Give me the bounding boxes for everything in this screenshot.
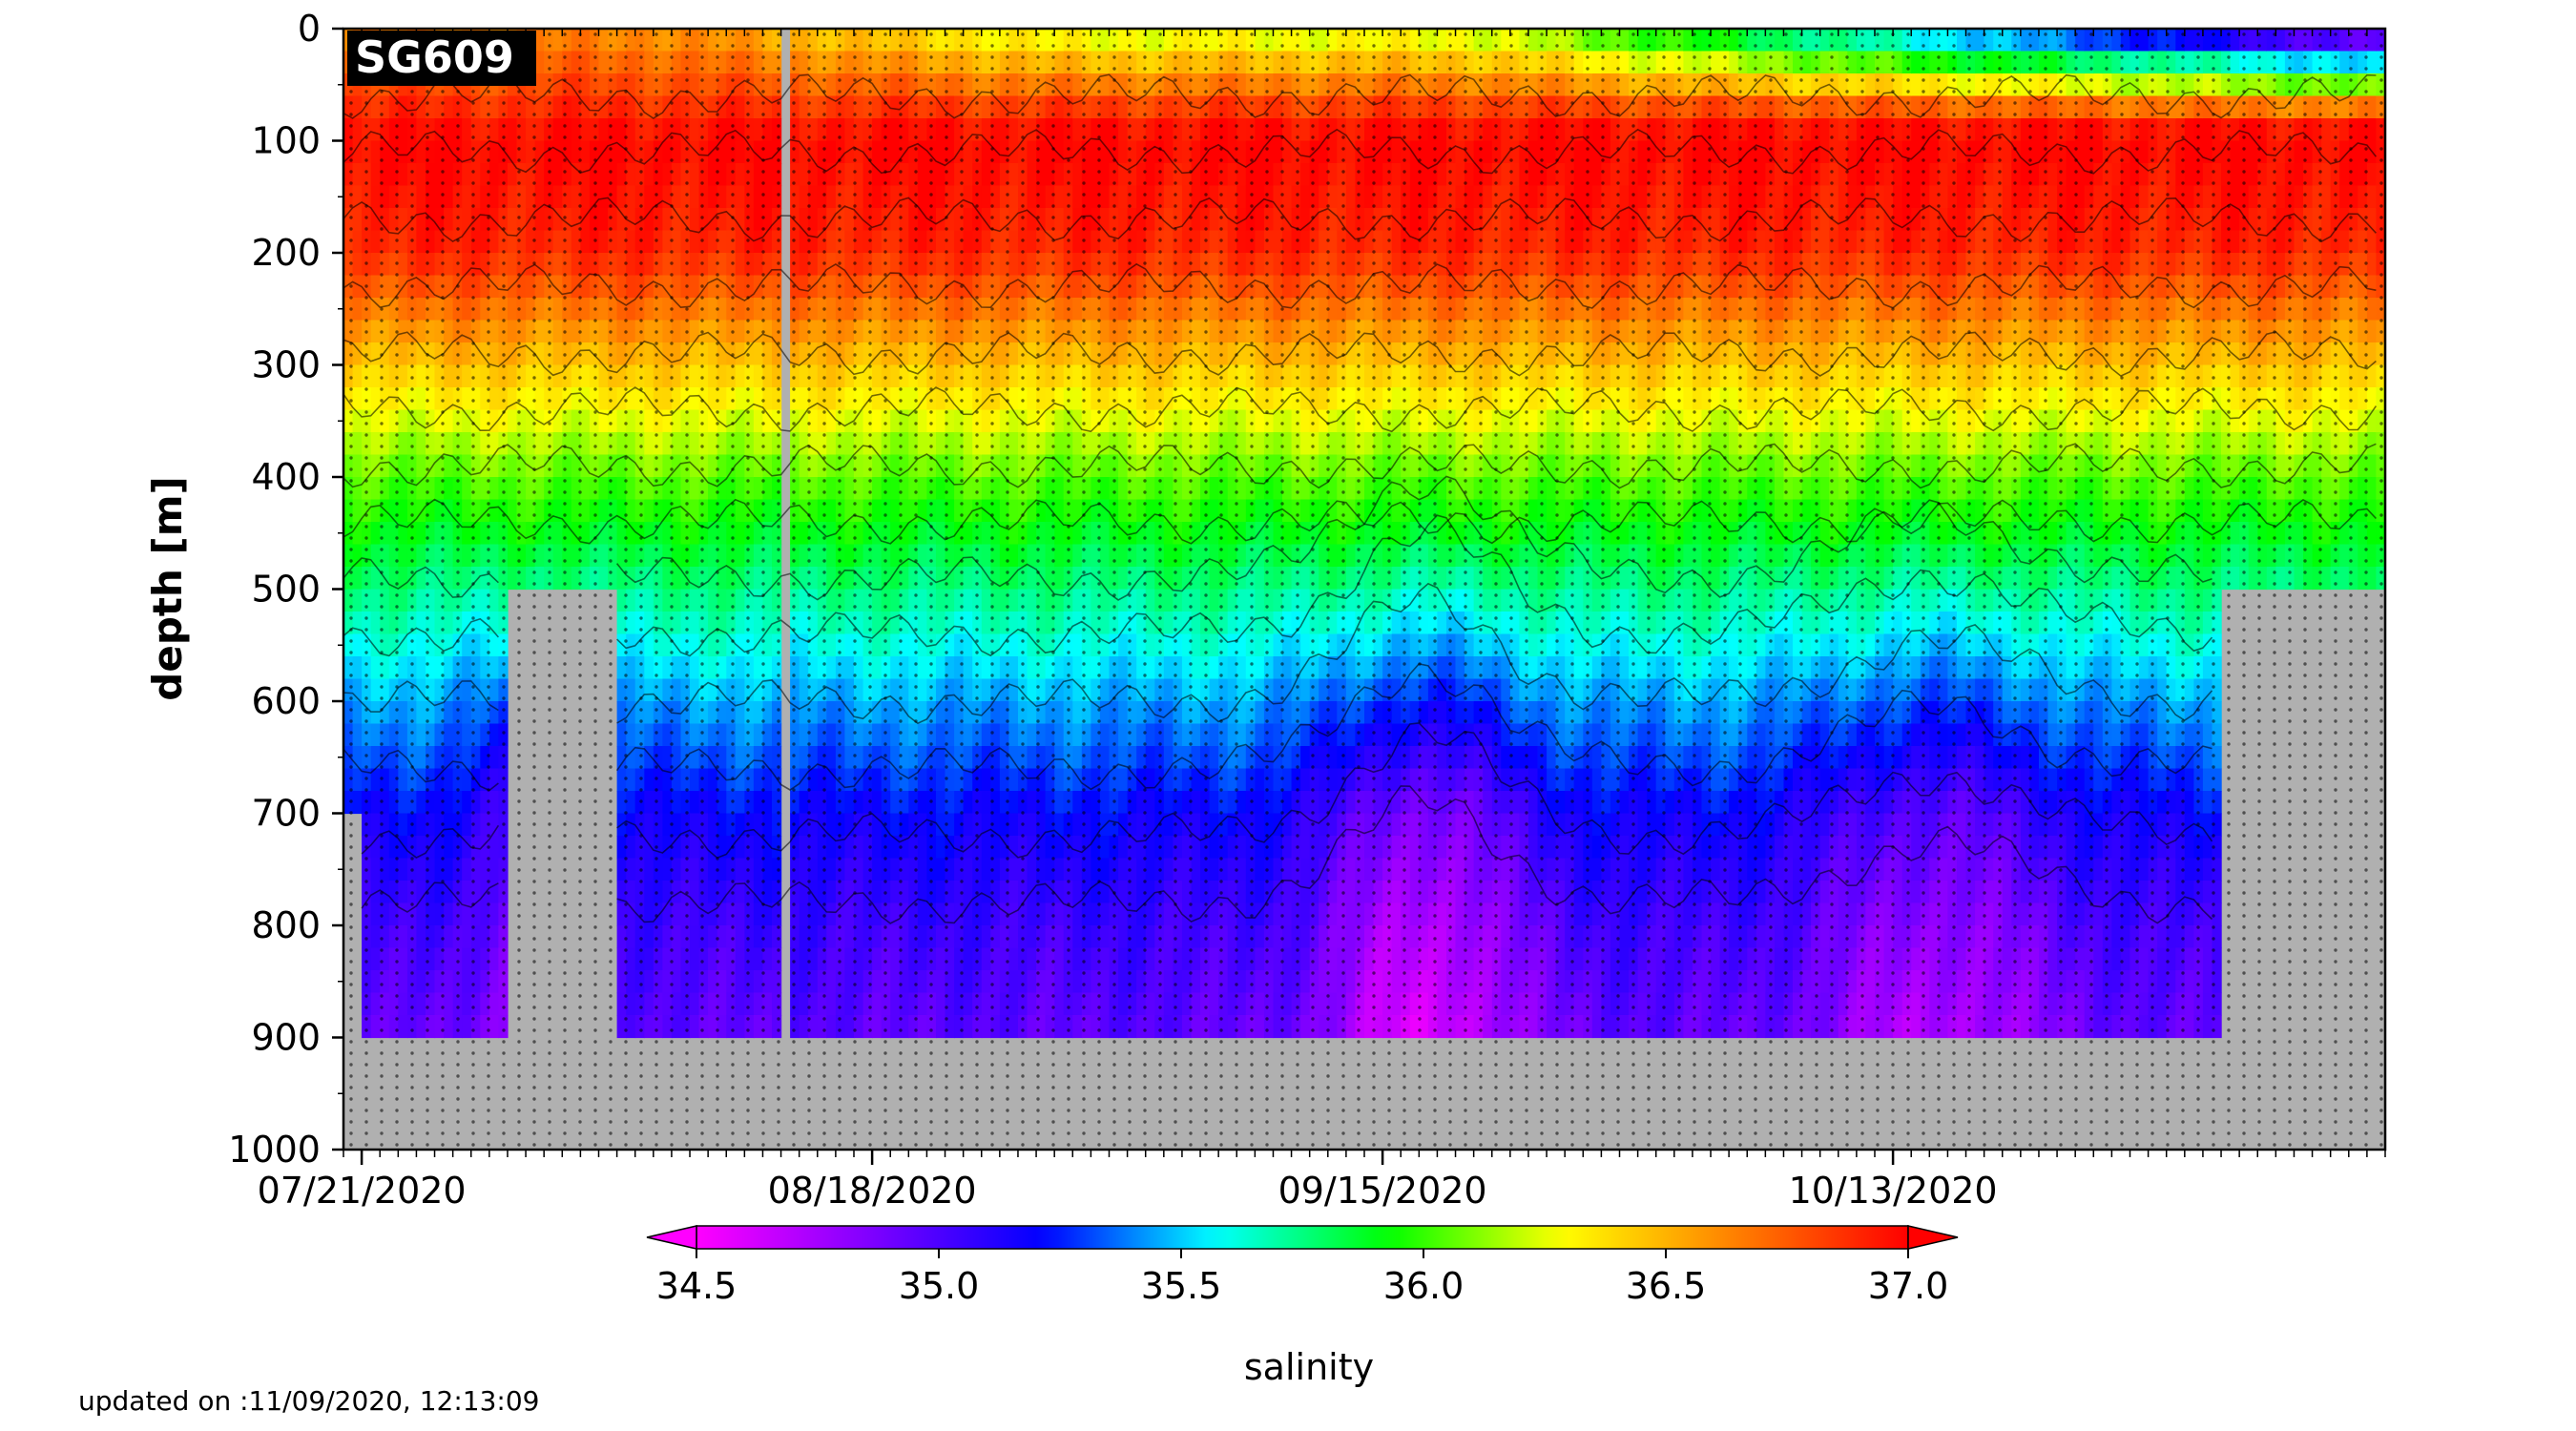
- plot-area: [343, 29, 2385, 1150]
